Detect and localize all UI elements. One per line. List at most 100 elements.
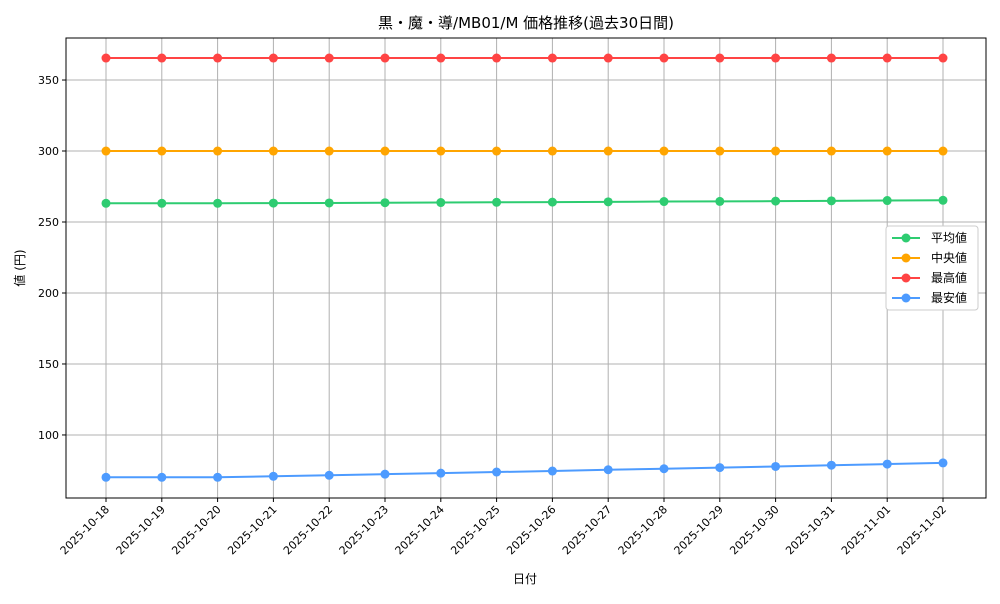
data-point: [324, 146, 334, 156]
data-point: [771, 461, 781, 471]
data-point: [771, 53, 781, 63]
data-point: [157, 198, 167, 208]
legend-marker: [901, 253, 911, 263]
x-tick-label: 2025-10-27: [560, 503, 614, 557]
data-point: [213, 53, 223, 63]
data-point: [938, 53, 948, 63]
x-tick-label: 2025-10-30: [727, 503, 781, 557]
data-point: [380, 469, 390, 479]
legend-box: [885, 225, 979, 311]
x-axis-label: 日付: [513, 572, 537, 586]
series-最安値: [101, 458, 948, 482]
data-point: [213, 198, 223, 208]
data-point: [826, 196, 836, 206]
data-point: [547, 146, 557, 156]
data-point: [882, 146, 892, 156]
series-最高値: [101, 53, 948, 63]
y-tick-label: 200: [38, 287, 59, 300]
data-point: [492, 197, 502, 207]
legend-label: 最高値: [931, 270, 967, 285]
data-point: [882, 459, 892, 469]
data-point: [380, 53, 390, 63]
data-point: [882, 196, 892, 206]
y-tick-label: 250: [38, 216, 59, 229]
data-point: [938, 146, 948, 156]
data-point: [771, 146, 781, 156]
data-point: [436, 146, 446, 156]
x-tick-label: 2025-10-31: [783, 503, 837, 557]
data-point: [268, 471, 278, 481]
legend-marker: [901, 273, 911, 283]
data-point: [492, 146, 502, 156]
legend-label: 最安値: [931, 290, 967, 305]
y-tick-label: 150: [38, 358, 59, 371]
y-tick-label: 100: [38, 429, 59, 442]
data-point: [603, 53, 613, 63]
data-point: [659, 146, 669, 156]
data-point: [603, 197, 613, 207]
data-point: [659, 197, 669, 207]
data-point: [938, 195, 948, 205]
legend-marker: [901, 233, 911, 243]
data-point: [882, 53, 892, 63]
data-point: [659, 464, 669, 474]
x-tick-label: 2025-11-02: [895, 503, 949, 557]
data-point: [101, 53, 111, 63]
data-point: [380, 146, 390, 156]
y-axis-label: 値 (円): [12, 249, 27, 286]
data-point: [826, 460, 836, 470]
series-中央値: [101, 146, 948, 156]
data-point: [436, 468, 446, 478]
data-point: [101, 472, 111, 482]
x-tick-label: 2025-11-01: [839, 503, 893, 557]
data-point: [547, 53, 557, 63]
data-point: [268, 53, 278, 63]
data-point: [268, 198, 278, 208]
x-tick-label: 2025-10-20: [169, 503, 223, 557]
data-point: [492, 467, 502, 477]
plot-frame: [65, 37, 987, 499]
data-point: [826, 146, 836, 156]
x-tick-label: 2025-10-21: [225, 503, 279, 557]
data-point: [547, 197, 557, 207]
data-point: [938, 458, 948, 468]
x-tick-label: 2025-10-23: [337, 503, 391, 557]
data-point: [213, 472, 223, 482]
y-tick-label: 350: [38, 74, 59, 87]
legend-label: 中央値: [931, 250, 967, 265]
data-point: [268, 146, 278, 156]
series-平均値: [101, 195, 948, 208]
legend-label: 平均値: [931, 230, 967, 245]
x-tick-label: 2025-10-22: [281, 503, 335, 557]
x-tick-label: 2025-10-18: [58, 503, 112, 557]
y-tick-label: 300: [38, 145, 59, 158]
data-point: [547, 466, 557, 476]
data-point: [826, 53, 836, 63]
legend-marker: [901, 293, 911, 303]
data-point: [213, 146, 223, 156]
data-point: [715, 146, 725, 156]
x-tick-label: 2025-10-24: [393, 503, 447, 557]
data-point: [715, 53, 725, 63]
data-point: [603, 465, 613, 475]
data-point: [771, 196, 781, 206]
data-point: [436, 53, 446, 63]
data-point: [157, 146, 167, 156]
data-point: [324, 53, 334, 63]
x-tick-label: 2025-10-28: [616, 503, 670, 557]
data-point: [436, 198, 446, 208]
series-line: [106, 199, 944, 205]
data-point: [324, 470, 334, 480]
data-point: [101, 198, 111, 208]
series-line: [106, 461, 944, 479]
data-point: [157, 53, 167, 63]
x-tick-label: 2025-10-26: [504, 503, 558, 557]
data-point: [157, 472, 167, 482]
data-point: [659, 53, 669, 63]
data-point: [715, 463, 725, 473]
x-tick-label: 2025-10-29: [672, 503, 726, 557]
data-point: [380, 198, 390, 208]
